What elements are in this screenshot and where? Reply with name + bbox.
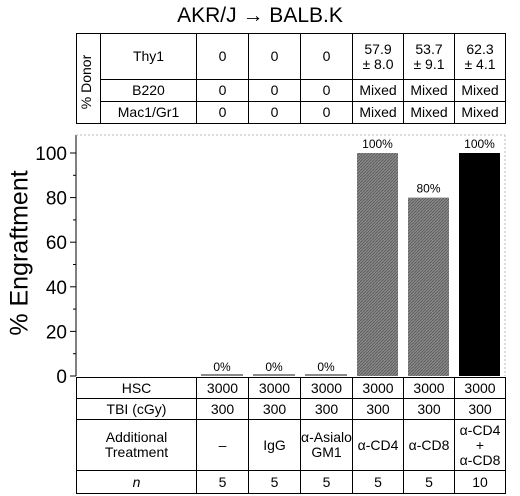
bar [357,153,398,376]
tbi-cell: 300 [300,398,353,420]
donor-cell: Mixed [403,101,455,124]
hsc-cell: 3000 [454,377,506,399]
donor-cell: 53.7 ± 9.1 [403,33,455,80]
tbi-cell: 300 [248,398,301,420]
donor-cell: Mixed [352,79,404,102]
bar [201,374,243,376]
donor-row-label: Thy1 [100,33,197,80]
hsc-row: HSC 3000 3000 3000 3000 3000 3000 [76,377,506,399]
donor-cell: 57.9 ± 8.0 [352,33,404,80]
n-cell: 5 [196,470,249,494]
bar [253,374,295,376]
tbi-cell: 300 [403,398,455,420]
hsc-cell: 3000 [403,377,455,399]
donor-cell: 62.3 ± 4.1 [454,33,506,80]
n-cell: 5 [352,470,404,494]
bar-data-label: 0% [213,360,231,374]
donor-row-mac1gr1: Mac1/Gr1 0 0 0 Mixed Mixed Mixed [77,101,506,124]
bar-data-label: 80% [416,182,440,196]
y-tick-label: 0 [56,367,67,388]
bar [408,197,449,376]
bar-data-label: 0% [265,360,283,374]
bar-data-label: 100% [362,137,393,151]
y-tick-label: 60 [46,233,67,254]
hsc-cell: 3000 [300,377,353,399]
tbi-row: TBI (cGy) 300 300 300 300 300 300 [76,398,506,420]
n-cell: 5 [403,470,455,494]
donor-cell: Mixed [454,79,506,102]
y-tick-label: 80 [46,189,67,210]
tbi-cell: 300 [352,398,404,420]
treatment-cell: IgG [248,419,301,471]
n-cell: 5 [248,470,301,494]
tbi-cell: 300 [454,398,506,420]
treatment-table: HSC 3000 3000 3000 3000 3000 3000 TBI (c… [76,377,506,494]
n-label: n [76,470,197,494]
bar-data-label: 100% [464,137,495,151]
treatment-cell: α-CD4 + α-CD8 [454,419,506,471]
hsc-label: HSC [76,377,197,399]
tbi-label: TBI (cGy) [76,398,197,420]
treatment-cell: α-CD8 [403,419,455,471]
y-tick-label: 100 [35,144,67,165]
treatment-cell: – [196,419,249,471]
donor-table: Thy1 0 0 0 57.9 ± 8.0 53.7 ± 9.1 62.3 ± … [76,33,506,124]
bar [459,153,500,376]
donor-row-thy1: Thy1 0 0 0 57.9 ± 8.0 53.7 ± 9.1 62.3 ± … [76,33,506,124]
donor-row-label: Mac1/Gr1 [100,101,197,124]
n-cell: 5 [300,470,353,494]
hsc-cell: 3000 [248,377,301,399]
treatment-label: Additional Treatment [76,419,197,471]
hsc-cell: 3000 [196,377,249,399]
y-tick-label: 40 [46,278,67,299]
treatment-cell: α-CD4 [352,419,404,471]
tbi-cell: 300 [196,398,249,420]
chart-title: AKR/J → BALB.K [177,4,343,27]
bar [305,374,347,376]
treatment-cell: α-Asialo GM1 [300,419,353,471]
n-row: n 5 5 5 5 5 10 [76,470,506,494]
donor-cell: Mixed [352,101,404,124]
treatment-row: Additional Treatment – IgG α-Asialo GM1 … [76,419,506,471]
donor-cell: Mixed [454,101,506,124]
y-tick-label: 20 [46,322,67,343]
donor-row-b220: B220 0 0 0 Mixed Mixed Mixed [77,79,506,102]
n-cell: 10 [454,470,506,494]
bar-data-label: 0% [317,360,335,374]
hsc-cell: 3000 [352,377,404,399]
